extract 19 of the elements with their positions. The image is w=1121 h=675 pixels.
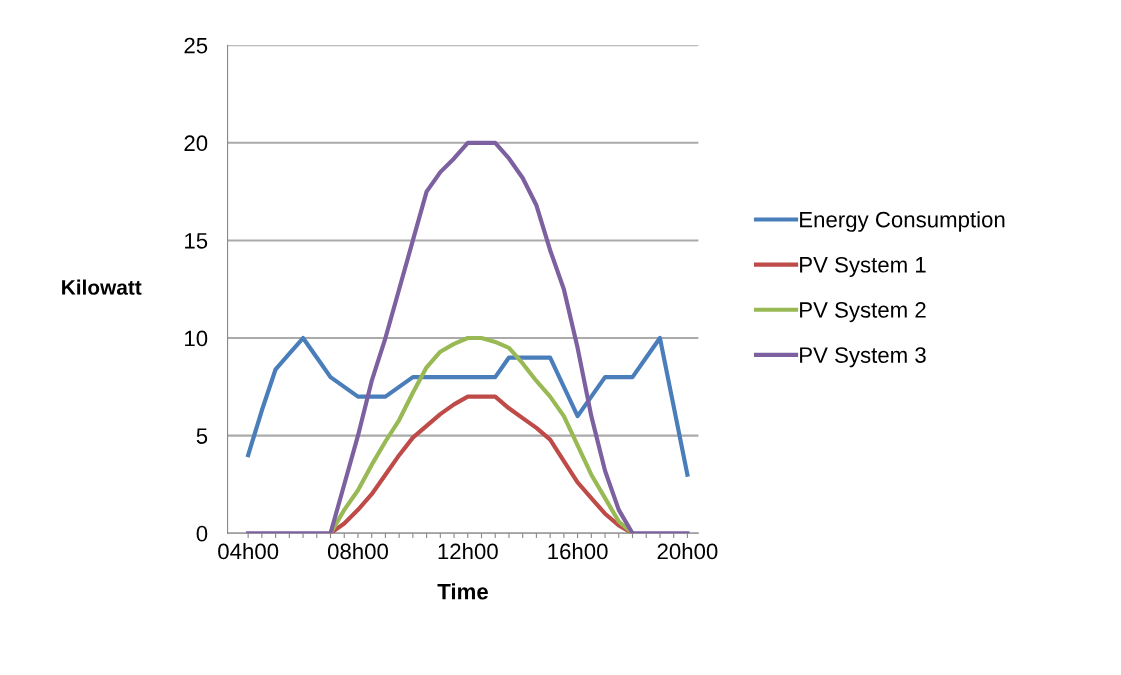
legend-label: PV System 3 [800, 347, 926, 368]
x-tick-label: 12h00 [438, 542, 498, 560]
x-axis-title: Time [437, 583, 488, 600]
line-series [246, 335, 690, 477]
y-tick-label: 5 [196, 428, 208, 444]
legend-label: PV System 1 [800, 256, 926, 278]
y-tick-label: 20 [184, 135, 208, 152]
x-tick-label: 04h00 [218, 542, 279, 560]
y-tick-label: 0 [196, 525, 208, 542]
legend-label: Energy Consumption [800, 211, 1005, 232]
y-tick-label: 10 [185, 330, 208, 347]
x-tick-label: 08h00 [327, 542, 388, 560]
legend-label: PV System 2 [800, 302, 926, 323]
line-series [246, 140, 690, 534]
x-tick-label: 16h00 [548, 542, 608, 560]
y-tick-label: 25 [184, 37, 208, 54]
y-tick-label: 15 [185, 233, 208, 249]
y-axis-title: Kilowatt [62, 279, 142, 295]
x-tick-label: 20h00 [657, 542, 718, 560]
